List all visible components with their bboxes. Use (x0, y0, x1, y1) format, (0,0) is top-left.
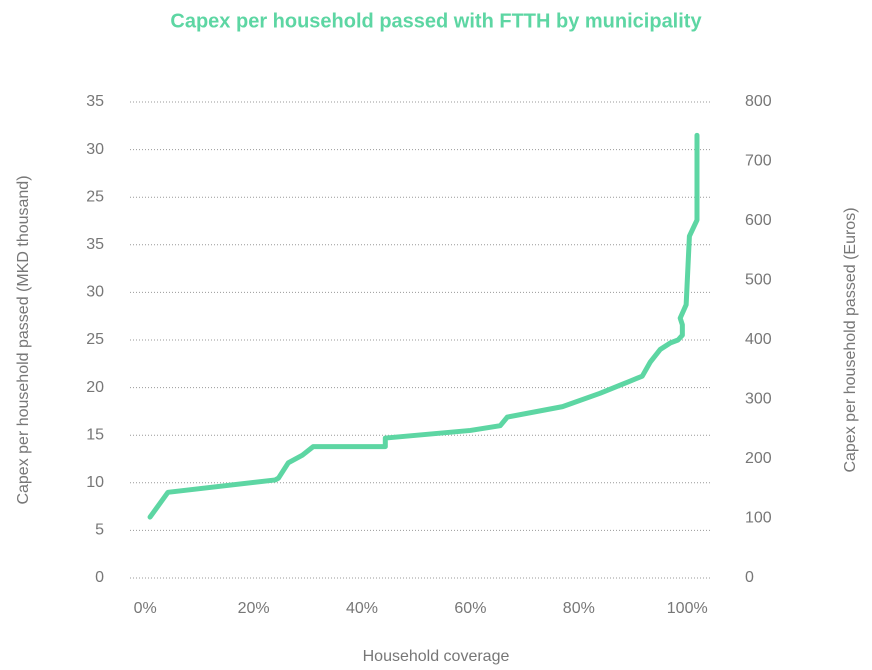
y2-tick-label: 200 (745, 450, 772, 467)
y2-tick-label: 400 (745, 331, 772, 348)
data-line (147, 132, 700, 520)
y-tick-label: 20 (86, 379, 104, 396)
x-tick-label: 20% (238, 600, 270, 617)
y-tick-label: 15 (86, 426, 104, 443)
y2-tick-label: 700 (745, 153, 772, 170)
x-tick-label: 100% (667, 600, 708, 617)
y-tick-label: 30 (86, 141, 104, 158)
y2-axis-title: Capex per household passed (Euros) (842, 207, 859, 472)
y-tick-label: 0 (95, 569, 104, 586)
y2-tick-label: 300 (745, 391, 772, 408)
y-tick-label: 5 (95, 522, 104, 539)
y-tick-label: 10 (86, 474, 104, 491)
x-tick-label: 0% (134, 600, 157, 617)
y2-tick-label: 600 (745, 212, 772, 229)
y-tick-label: 25 (86, 331, 104, 348)
y-tick-label: 35 (86, 93, 104, 110)
y-tick-label: 25 (86, 188, 104, 205)
y2-tick-label: 0 (745, 569, 754, 586)
y2-tick-label: 500 (745, 272, 772, 289)
y-tick-label: 30 (86, 284, 104, 301)
chart-title: Capex per household passed with FTTH by … (170, 10, 702, 32)
y2-tick-label: 800 (745, 93, 772, 110)
x-tick-label: 60% (454, 600, 486, 617)
x-tick-label: 40% (346, 600, 378, 617)
x-axis-title: Household coverage (363, 648, 510, 665)
x-tick-label: 80% (563, 600, 595, 617)
y-tick-label: 35 (86, 236, 104, 253)
y-axis-title: Capex per household passed (MKD thousand… (15, 175, 32, 504)
y2-tick-label: 100 (745, 510, 772, 527)
